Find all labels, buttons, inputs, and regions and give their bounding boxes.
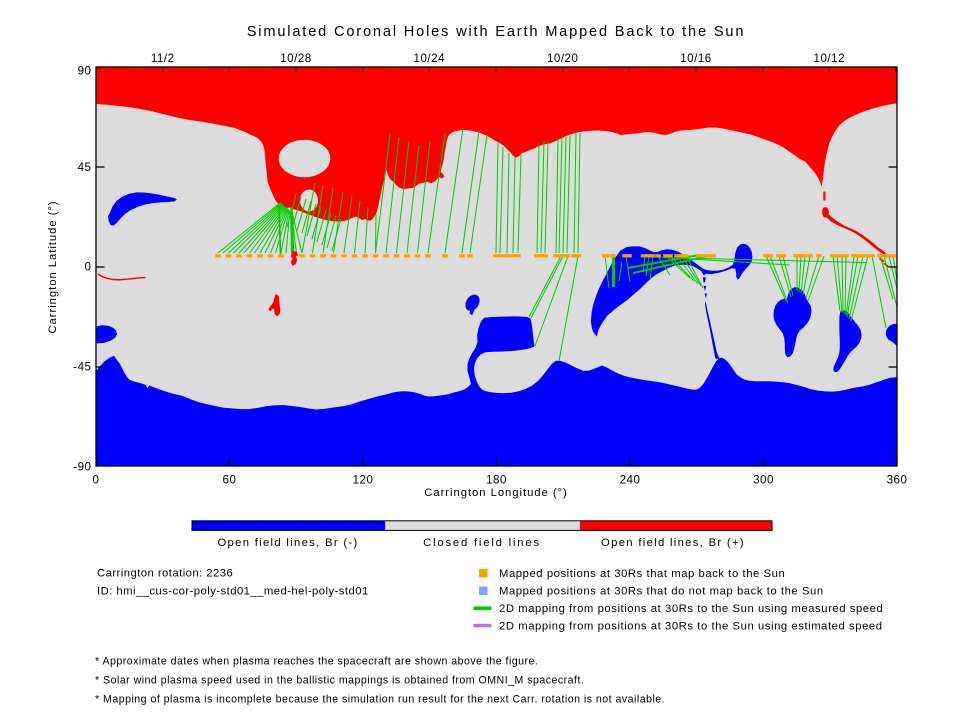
svg-text:10/12: 10/12 xyxy=(814,52,846,65)
svg-text:Mapped positions at 30Rs that: Mapped positions at 30Rs that map back t… xyxy=(499,568,785,580)
svg-text:360: 360 xyxy=(887,474,908,487)
svg-text:Open field lines, Br (-): Open field lines, Br (-) xyxy=(217,537,358,549)
svg-text:Open field lines, Br (+): Open field lines, Br (+) xyxy=(601,537,745,549)
svg-text:10/24: 10/24 xyxy=(414,52,446,65)
svg-text:Closed field lines: Closed field lines xyxy=(423,537,541,549)
svg-text:Mapped positions at 30Rs that: Mapped positions at 30Rs that do not map… xyxy=(499,586,824,598)
svg-text:ID: hmi__cus-cor-poly-std01__m: ID: hmi__cus-cor-poly-std01__med-hel-pol… xyxy=(97,586,369,598)
svg-text:Carrington Latitude (°): Carrington Latitude (°) xyxy=(47,200,59,333)
svg-text:2D mapping from positions at 3: 2D mapping from positions at 30Rs to the… xyxy=(499,621,883,633)
svg-text:Carrington rotation: 2236: Carrington rotation: 2236 xyxy=(97,568,233,580)
svg-text:11/2: 11/2 xyxy=(151,52,175,65)
svg-text:0: 0 xyxy=(93,474,100,487)
svg-text:* Mapping of plasma is incompl: * Mapping of plasma is incomplete becaus… xyxy=(95,694,665,706)
svg-text:Simulated Coronal Holes with E: Simulated Coronal Holes with Earth Mappe… xyxy=(247,24,746,40)
svg-text:60: 60 xyxy=(223,474,237,487)
svg-text:2D mapping from positions at 3: 2D mapping from positions at 30Rs to the… xyxy=(499,603,883,615)
svg-text:-90: -90 xyxy=(73,461,91,474)
svg-text:10/28: 10/28 xyxy=(280,52,312,65)
svg-text:120: 120 xyxy=(353,474,374,487)
svg-text:-45: -45 xyxy=(73,361,91,374)
svg-text:10/16: 10/16 xyxy=(680,52,712,65)
svg-text:180: 180 xyxy=(486,474,507,487)
svg-text:0: 0 xyxy=(85,261,92,274)
svg-text:* Approximate dates when plasm: * Approximate dates when plasma reaches … xyxy=(95,656,538,668)
svg-text:10/20: 10/20 xyxy=(547,52,579,65)
svg-text:240: 240 xyxy=(620,474,641,487)
svg-text:90: 90 xyxy=(78,65,92,78)
svg-text:45: 45 xyxy=(78,161,92,174)
svg-text:* Solar wind plasma speed used: * Solar wind plasma speed used in the ba… xyxy=(95,675,584,687)
svg-text:300: 300 xyxy=(753,474,774,487)
svg-text:Carrington Longitude (°): Carrington Longitude (°) xyxy=(424,487,568,499)
